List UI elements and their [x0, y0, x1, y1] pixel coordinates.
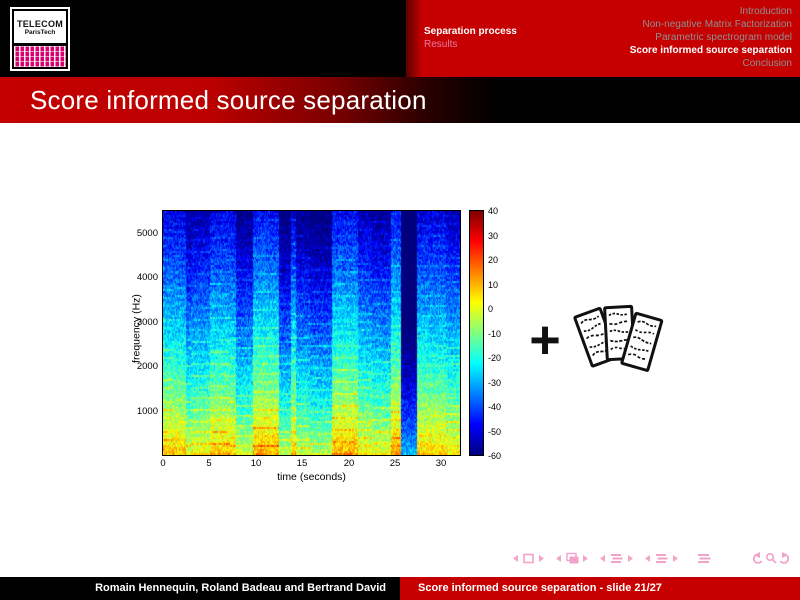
colorbar-tick: 30 [488, 231, 499, 241]
colorbar-tick: -10 [488, 329, 502, 339]
colorbar-tick: -40 [488, 402, 502, 412]
next-slide-icon[interactable] [539, 555, 544, 562]
spectrogram-plot [162, 210, 461, 456]
spectrogram-canvas [163, 211, 460, 455]
plus-sign: + [529, 310, 561, 370]
nav-section-parametric-model[interactable]: Parametric spectrogram model [655, 32, 792, 43]
slide-title: Score informed source separation [30, 84, 427, 115]
logo-text-block: TELECOM ParisTech [14, 11, 66, 43]
logo-line2: ParisTech [24, 28, 56, 36]
x-tick: 10 [250, 458, 262, 469]
footer-authors: Romain Hennequin, Roland Badeau and Bert… [0, 577, 400, 600]
x-tick: 15 [296, 458, 308, 469]
telecom-paristech-logo: TELECOM ParisTech [10, 7, 70, 71]
presentation-icon[interactable] [698, 554, 711, 563]
x-tick: 0 [160, 458, 166, 469]
nav-section-conclusion[interactable]: Conclusion [742, 58, 792, 69]
back-icon[interactable] [752, 552, 763, 564]
x-axis-label: time (seconds) [277, 471, 346, 483]
colorbar-tick: 20 [488, 255, 499, 265]
prev-frame-icon[interactable] [556, 555, 561, 562]
slide-icon[interactable] [523, 553, 534, 564]
colorbar-tick: 40 [488, 206, 499, 216]
colorbar [469, 210, 484, 456]
x-tick: 30 [435, 458, 447, 469]
prev-section-icon[interactable] [645, 555, 650, 562]
y-tick: 5000 [136, 228, 158, 239]
colorbar-tick: -20 [488, 353, 502, 363]
nav-section-score-informed[interactable]: Score informed source separation [629, 45, 792, 56]
x-tick: 20 [343, 458, 355, 469]
y-tick: 3000 [136, 317, 158, 328]
subsection-nav: Separation process Results [424, 25, 517, 51]
colorbar-tick: 0 [488, 304, 494, 314]
header-subsection-panel [406, 0, 800, 77]
frame-icon[interactable] [566, 552, 579, 564]
section-icon[interactable] [656, 554, 668, 563]
logo-line1: TELECOM [16, 18, 64, 29]
subsection-icon[interactable] [611, 554, 623, 563]
prev-slide-icon[interactable] [513, 555, 518, 562]
colorbar-tick: -60 [488, 451, 502, 461]
y-tick: 1000 [136, 406, 158, 417]
title-bar: Score informed source separation [0, 77, 800, 123]
section-nav: Introduction Non-negative Matrix Factori… [630, 5, 792, 70]
y-tick: 2000 [136, 361, 158, 372]
nav-subsection-results[interactable]: Results [424, 39, 458, 50]
x-tick: 5 [206, 458, 212, 469]
nav-section-introduction[interactable]: Introduction [739, 6, 792, 17]
find-icon[interactable] [765, 552, 777, 564]
colorbar-tick: -50 [488, 427, 502, 437]
next-frame-icon[interactable] [583, 555, 588, 562]
header: TELECOM ParisTech Introduction Non-negat… [0, 0, 800, 77]
footer-slide-label: Score informed source separation - slide… [400, 577, 800, 600]
colorbar-tick: -30 [488, 378, 502, 388]
beamer-navigation-bar [513, 552, 790, 564]
x-tick: 25 [389, 458, 401, 469]
forward-icon[interactable] [779, 552, 790, 564]
prev-subsection-icon[interactable] [600, 555, 605, 562]
y-tick: 4000 [136, 272, 158, 283]
colorbar-tick: 10 [488, 280, 499, 290]
next-subsection-icon[interactable] [628, 555, 633, 562]
sheet-music-icon [573, 304, 664, 372]
footer: Romain Hennequin, Roland Badeau and Bert… [0, 577, 800, 600]
nav-subsection-separation-process[interactable]: Separation process [424, 26, 517, 37]
next-section-icon[interactable] [673, 555, 678, 562]
nav-section-nmf[interactable]: Non-negative Matrix Factorization [642, 19, 792, 30]
logo-barcode-icon [14, 46, 66, 67]
